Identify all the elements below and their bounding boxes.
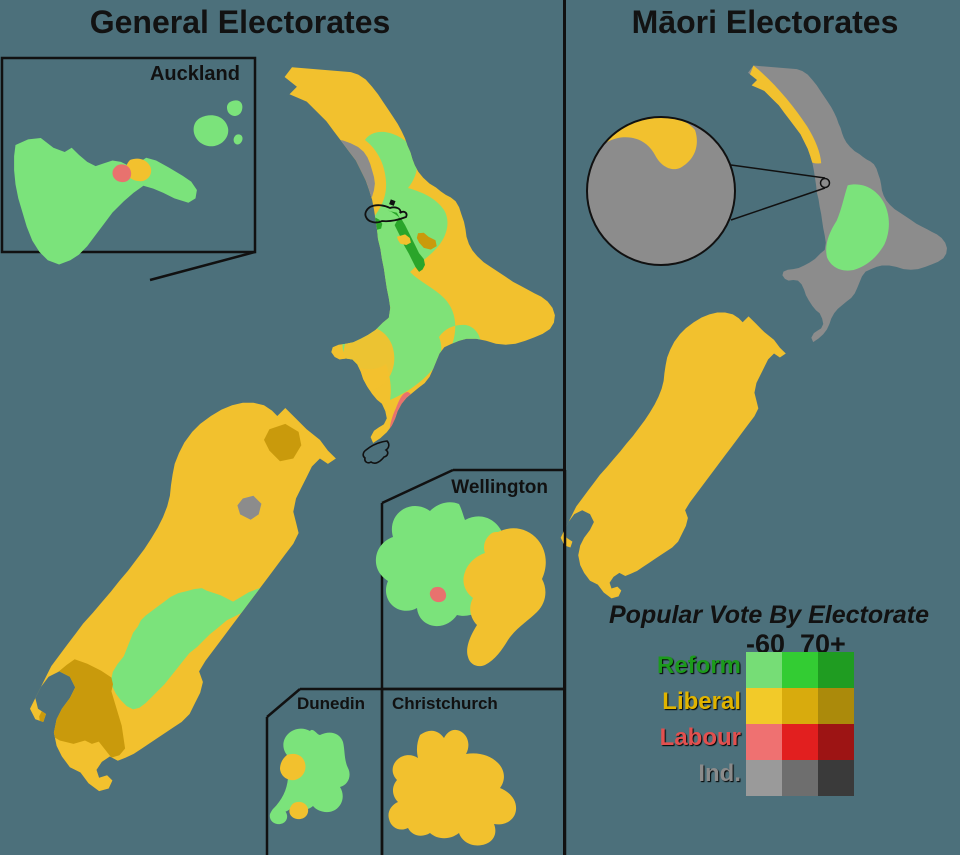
svg-text:Dunedin: Dunedin: [297, 694, 365, 713]
svg-text:Auckland: Auckland: [150, 63, 240, 85]
svg-text:Wellington: Wellington: [451, 477, 548, 498]
svg-text:Christchurch: Christchurch: [392, 694, 498, 713]
